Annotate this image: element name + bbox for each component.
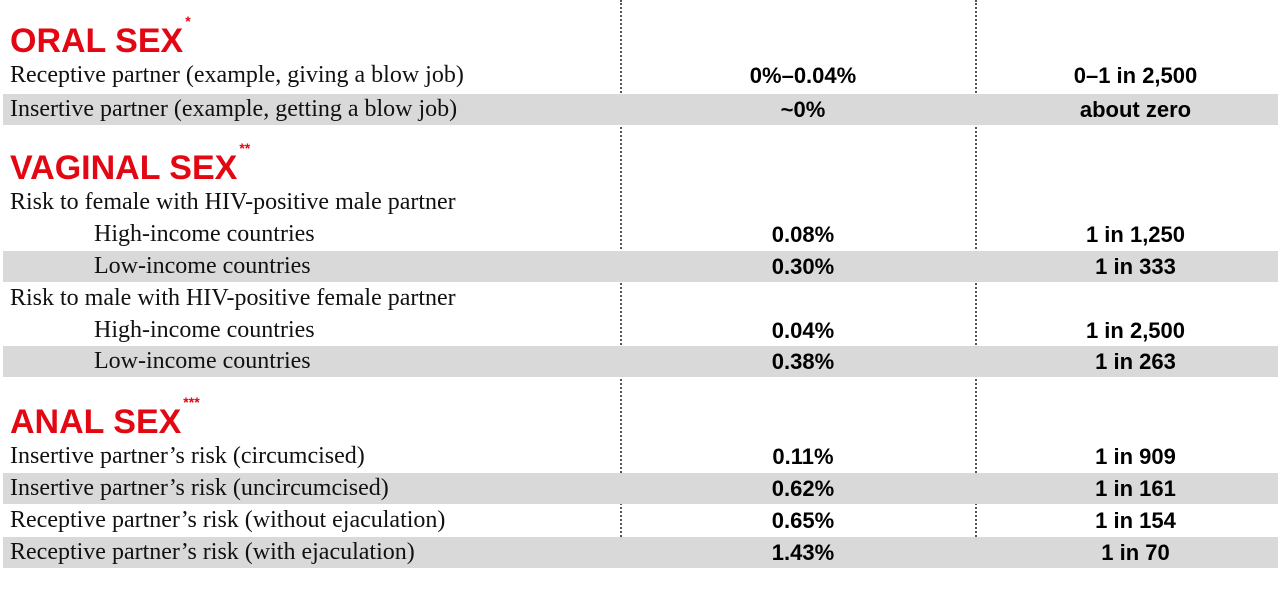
column-divider-right <box>975 0 977 568</box>
table-row: High-income countries 0.08% 1 in 1,250 <box>3 219 1278 250</box>
footnote-mark-oral: * <box>185 12 191 29</box>
section-heading-oral: ORAL SEX* <box>10 14 191 60</box>
row-percent: 0.65% <box>771 508 835 533</box>
table-row: Risk to female with HIV-positive male pa… <box>3 187 1278 218</box>
table-row: Risk to male with HIV-positive female pa… <box>3 283 1278 314</box>
section-title-vaginal: VAGINAL SEX <box>10 149 238 187</box>
row-percent <box>683 283 923 314</box>
table-row: Receptive partner (example, giving a blo… <box>3 60 1278 91</box>
table-row: Low-income countries 0.30% 1 in 333 <box>3 251 1278 282</box>
row-percent: 1.43% <box>771 540 835 565</box>
row-percent: 0%–0.04% <box>749 63 857 88</box>
table-row: Low-income countries 0.38% 1 in 263 <box>3 346 1278 377</box>
row-odds: 1 in 333 <box>1095 254 1176 279</box>
section-heading-anal: ANAL SEX*** <box>10 395 200 441</box>
row-percent: 0.11% <box>772 444 834 469</box>
row-odds: 1 in 2,500 <box>1085 318 1186 343</box>
row-label: Receptive partner’s risk (with ejaculati… <box>10 539 415 565</box>
section-heading-vaginal: VAGINAL SEX** <box>10 141 250 187</box>
row-percent: 0.38% <box>771 349 835 374</box>
row-odds: about zero <box>1079 97 1192 122</box>
table-row: Insertive partner’s risk (circumcised) 0… <box>3 441 1278 472</box>
row-odds: 1 in 1,250 <box>1085 222 1186 247</box>
row-label: Low-income countries <box>94 348 311 374</box>
table-row: Receptive partner’s risk (without ejacul… <box>3 505 1278 536</box>
column-divider-left <box>620 0 622 568</box>
row-percent: 0.04% <box>771 318 835 343</box>
section-title-anal: ANAL SEX <box>10 403 182 441</box>
footnote-mark-vaginal: ** <box>239 139 251 156</box>
row-label: Risk to male with HIV-positive female pa… <box>10 285 456 311</box>
row-label: High-income countries <box>94 221 315 247</box>
table-row: Insertive partner (example, getting a bl… <box>3 94 1278 125</box>
row-label: Insertive partner’s risk (circumcised) <box>10 443 365 469</box>
row-label: Insertive partner (example, getting a bl… <box>10 96 458 122</box>
row-label: High-income countries <box>94 317 315 343</box>
footnote-mark-anal: *** <box>183 393 200 410</box>
row-odds: 1 in 70 <box>1101 540 1170 565</box>
row-percent: 0.30% <box>771 254 835 279</box>
row-label: Risk to female with HIV-positive male pa… <box>10 189 456 215</box>
row-label: Insertive partner’s risk (uncircumcised) <box>10 475 389 501</box>
row-odds: 1 in 263 <box>1095 349 1176 374</box>
row-label: Receptive partner’s risk (without ejacul… <box>10 507 446 533</box>
row-percent: 0.62% <box>771 476 835 501</box>
row-percent <box>683 187 923 218</box>
section-title-oral: ORAL SEX <box>10 22 184 60</box>
row-odds: 1 in 154 <box>1095 508 1176 533</box>
row-odds: 1 in 909 <box>1095 444 1176 469</box>
table-row: High-income countries 0.04% 1 in 2,500 <box>3 315 1278 346</box>
table-row: Receptive partner’s risk (with ejaculati… <box>3 537 1278 568</box>
row-odds: 1 in 161 <box>1095 476 1176 501</box>
row-label: Low-income countries <box>94 253 311 279</box>
row-label: Receptive partner (example, giving a blo… <box>10 62 464 88</box>
row-percent: 0.08% <box>771 222 835 247</box>
row-odds: 0–1 in 2,500 <box>1073 63 1198 88</box>
table-row: Insertive partner’s risk (uncircumcised)… <box>3 473 1278 504</box>
row-odds <box>1013 187 1258 218</box>
row-odds <box>1013 283 1258 314</box>
row-percent: ~0% <box>780 97 826 122</box>
